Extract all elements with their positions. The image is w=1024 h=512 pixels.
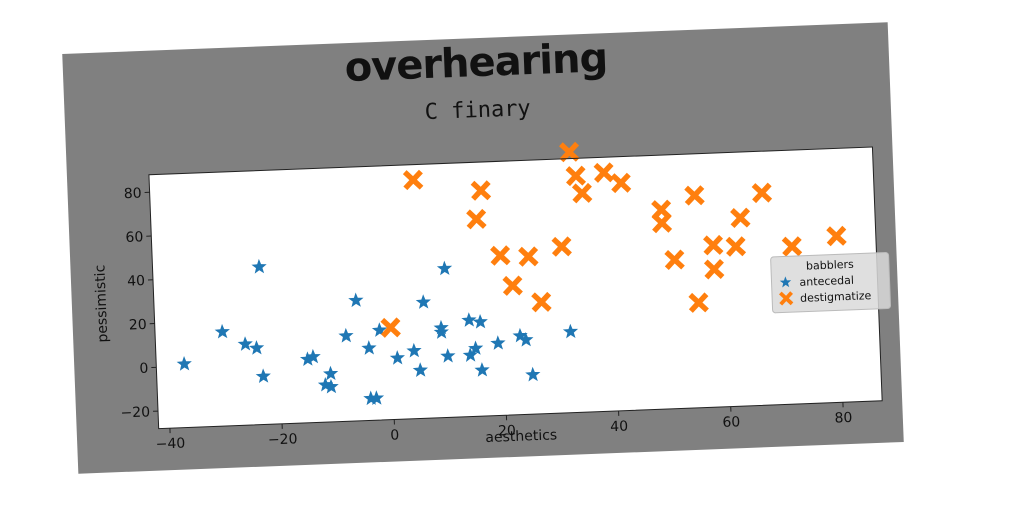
star-point bbox=[248, 340, 265, 355]
star-point bbox=[461, 312, 477, 327]
star-point bbox=[299, 351, 316, 366]
star-point bbox=[440, 348, 456, 363]
figure-panel: overhearing C finary −40 −20 0 20 40 60 80 −20 0… bbox=[62, 22, 904, 474]
star-point bbox=[363, 390, 379, 406]
star-point bbox=[338, 327, 354, 343]
star-point bbox=[433, 324, 449, 339]
x-tick-label: 0 bbox=[390, 427, 400, 443]
scatter-chart: −40 −20 0 20 40 60 80 −20 0 20 40 60 80 aesthetics p… bbox=[92, 141, 892, 453]
x-point bbox=[703, 259, 725, 280]
x-point bbox=[518, 246, 539, 267]
star-point bbox=[348, 292, 364, 308]
star-point bbox=[361, 340, 377, 355]
star-point bbox=[468, 340, 484, 356]
x-point bbox=[684, 185, 705, 206]
star-point bbox=[214, 323, 230, 339]
y-tick-label: 40 bbox=[127, 273, 145, 290]
x-point bbox=[466, 208, 487, 230]
x-point bbox=[565, 165, 587, 187]
legend-title: babblers bbox=[806, 258, 854, 273]
x-point bbox=[751, 182, 773, 204]
star-point bbox=[518, 332, 534, 347]
legend-entry: antecedal bbox=[799, 274, 854, 289]
x-point bbox=[593, 162, 615, 183]
x-point bbox=[730, 207, 751, 229]
star-point bbox=[412, 362, 428, 377]
star-point bbox=[251, 258, 267, 274]
x-tick-label: 20 bbox=[498, 423, 516, 440]
x-point bbox=[490, 245, 511, 266]
x-point bbox=[610, 172, 632, 194]
y-tick-label: 80 bbox=[124, 186, 142, 203]
star-point bbox=[525, 366, 541, 382]
star-point bbox=[433, 319, 449, 335]
x-point bbox=[380, 317, 401, 338]
star-point bbox=[562, 323, 579, 339]
star-point bbox=[368, 390, 385, 405]
x-tick-label: −40 bbox=[155, 436, 185, 453]
x-point bbox=[402, 169, 424, 191]
x-point bbox=[531, 291, 552, 313]
y-tick-label: −20 bbox=[120, 404, 150, 421]
legend-entry: destigmatize bbox=[800, 289, 872, 305]
x-point bbox=[781, 236, 803, 257]
legend-box bbox=[770, 252, 892, 314]
star-point bbox=[255, 368, 271, 384]
x-point bbox=[703, 234, 724, 256]
x-point bbox=[502, 275, 523, 296]
x-point bbox=[651, 212, 673, 234]
star-point bbox=[462, 347, 478, 362]
x-point bbox=[551, 236, 572, 257]
x-point bbox=[571, 182, 593, 204]
x-point bbox=[664, 249, 685, 270]
star-point bbox=[389, 350, 405, 365]
x-point bbox=[559, 141, 580, 163]
star-point bbox=[323, 378, 339, 394]
y-tick-label: 20 bbox=[129, 317, 147, 334]
star-point bbox=[436, 260, 453, 276]
star-point bbox=[406, 342, 422, 358]
star-point bbox=[176, 356, 192, 371]
x-axis-label: aesthetics bbox=[485, 427, 557, 446]
legend-marker bbox=[778, 291, 794, 306]
star-point bbox=[474, 362, 490, 377]
x-tick-label: 40 bbox=[610, 419, 628, 436]
star-point bbox=[323, 365, 339, 381]
x-point bbox=[470, 180, 492, 201]
star-point bbox=[490, 335, 506, 350]
legend-marker bbox=[779, 276, 792, 288]
x-tick-label: −20 bbox=[268, 431, 298, 448]
y-axis-label: pessimistic bbox=[92, 264, 111, 342]
y-tick-label: 0 bbox=[139, 361, 149, 377]
x-tick-label: 60 bbox=[722, 414, 740, 431]
star-point bbox=[237, 336, 253, 351]
x-point bbox=[688, 292, 709, 313]
star-point bbox=[472, 313, 488, 329]
star-point bbox=[415, 294, 431, 309]
star-point bbox=[305, 348, 321, 364]
y-tick-label: 60 bbox=[125, 229, 143, 246]
x-tick-label: 80 bbox=[834, 410, 852, 427]
x-point bbox=[725, 236, 747, 257]
x-point bbox=[826, 225, 847, 247]
